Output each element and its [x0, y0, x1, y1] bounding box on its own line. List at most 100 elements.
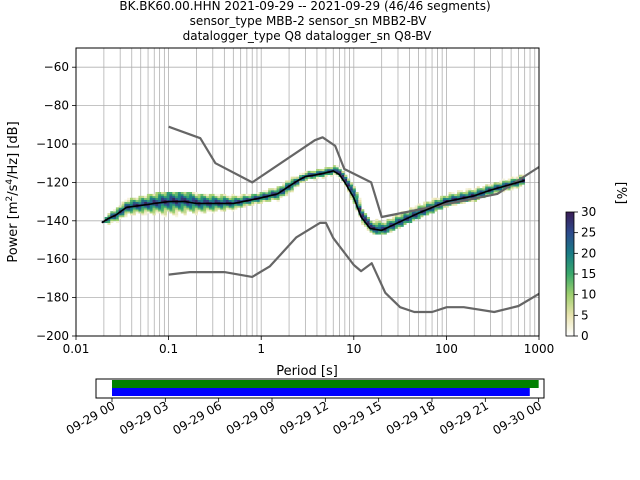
- density-cell: [251, 195, 255, 199]
- density-cell: [397, 226, 401, 229]
- density-cell: [183, 207, 187, 210]
- density-cell: [146, 207, 151, 210]
- density-cell: [175, 192, 179, 195]
- density-cell: [200, 203, 204, 206]
- density-cell: [121, 215, 125, 218]
- density-cell: [454, 199, 458, 202]
- density-cell: [186, 193, 190, 197]
- density-cell: [363, 213, 368, 216]
- density-cell: [211, 205, 215, 208]
- density-cell: [448, 197, 452, 200]
- density-cell: [516, 182, 520, 185]
- density-cell: [146, 201, 151, 204]
- density-cell: [394, 220, 399, 224]
- density-cell: [389, 230, 393, 233]
- density-cell: [330, 174, 334, 177]
- density-cell: [152, 193, 156, 197]
- density-cell: [208, 209, 213, 212]
- density-cell: [310, 172, 314, 176]
- density-cell: [493, 182, 497, 185]
- density-cell: [411, 218, 416, 222]
- density-cell: [141, 207, 145, 210]
- density-cell: [197, 197, 201, 200]
- density-cell: [372, 230, 376, 233]
- density-cell: [158, 195, 162, 199]
- density-cell: [166, 205, 170, 208]
- density-cell: [186, 203, 190, 206]
- density-cell: [194, 199, 198, 202]
- density-cell: [488, 184, 492, 187]
- density-cell: [411, 211, 416, 214]
- density-cell: [225, 207, 229, 210]
- density-cell: [194, 193, 198, 197]
- density-cell: [183, 193, 187, 197]
- density-cell: [513, 186, 517, 189]
- colorbar: 0 5 10 15 20 25 30 [%]: [565, 182, 628, 343]
- density-cell: [459, 192, 463, 195]
- density-cell: [299, 174, 303, 177]
- density-cell: [146, 193, 151, 197]
- density-cell: [152, 203, 156, 206]
- density-cell: [389, 222, 393, 225]
- density-cell: [476, 186, 480, 189]
- density-cell: [163, 205, 167, 208]
- x-tick-label: 1: [257, 342, 265, 356]
- density-cell: [358, 207, 362, 210]
- density-cell: [363, 218, 368, 222]
- density-cell: [166, 195, 170, 199]
- density-cell: [307, 176, 311, 179]
- density-cell: [208, 195, 213, 199]
- density-cell: [144, 213, 148, 216]
- density-cell: [276, 195, 280, 199]
- density-cell: [490, 190, 494, 193]
- density-cell: [217, 197, 221, 200]
- density-cell: [485, 188, 489, 191]
- density-cell: [141, 201, 145, 204]
- density-cell: [203, 211, 207, 214]
- density-cell: [473, 195, 478, 199]
- density-cell: [262, 190, 266, 193]
- coverage-bars: [112, 380, 539, 396]
- density-cell: [144, 201, 148, 204]
- density-cell: [380, 224, 385, 227]
- density-cell: [214, 209, 218, 212]
- density-cell: [208, 203, 213, 206]
- plot-frame: [75, 47, 540, 337]
- density-cell: [175, 213, 179, 216]
- density-cell: [203, 207, 207, 210]
- density-cell: [155, 211, 159, 214]
- density-cell: [425, 201, 430, 204]
- density-cell: [121, 211, 125, 214]
- density-cell: [256, 199, 260, 202]
- density-cell: [479, 190, 483, 193]
- density-cell: [496, 188, 500, 191]
- density-cell: [406, 215, 410, 218]
- density-cell: [231, 199, 235, 202]
- density-cell: [124, 209, 128, 212]
- density-cell: [507, 188, 511, 191]
- density-cell: [144, 211, 148, 214]
- density-cell: [279, 193, 283, 197]
- density-cell: [321, 176, 325, 179]
- density-cell: [237, 197, 241, 200]
- y-tick-label: −180: [36, 291, 69, 305]
- density-cell: [107, 215, 111, 218]
- density-cell: [304, 176, 308, 179]
- density-cell: [499, 180, 503, 183]
- density-cell: [189, 207, 193, 210]
- ppsd-plot-area: 0.01 0.1 1 10 100 1000 −200 −180 −160 −140 −120 −1…: [5, 47, 554, 379]
- density-cell: [169, 211, 173, 214]
- density-cell: [254, 193, 258, 197]
- density-cell: [118, 213, 122, 216]
- density-cell: [110, 218, 114, 222]
- density-cell: [490, 186, 494, 189]
- density-cell: [149, 193, 153, 197]
- density-cell: [149, 205, 153, 208]
- coverage-frame: [95, 378, 545, 399]
- density-cell: [217, 203, 221, 206]
- density-cell: [152, 213, 156, 216]
- density-cell: [189, 205, 193, 208]
- density-cell: [476, 197, 480, 200]
- density-cell: [220, 203, 224, 206]
- density-cell: [296, 184, 300, 187]
